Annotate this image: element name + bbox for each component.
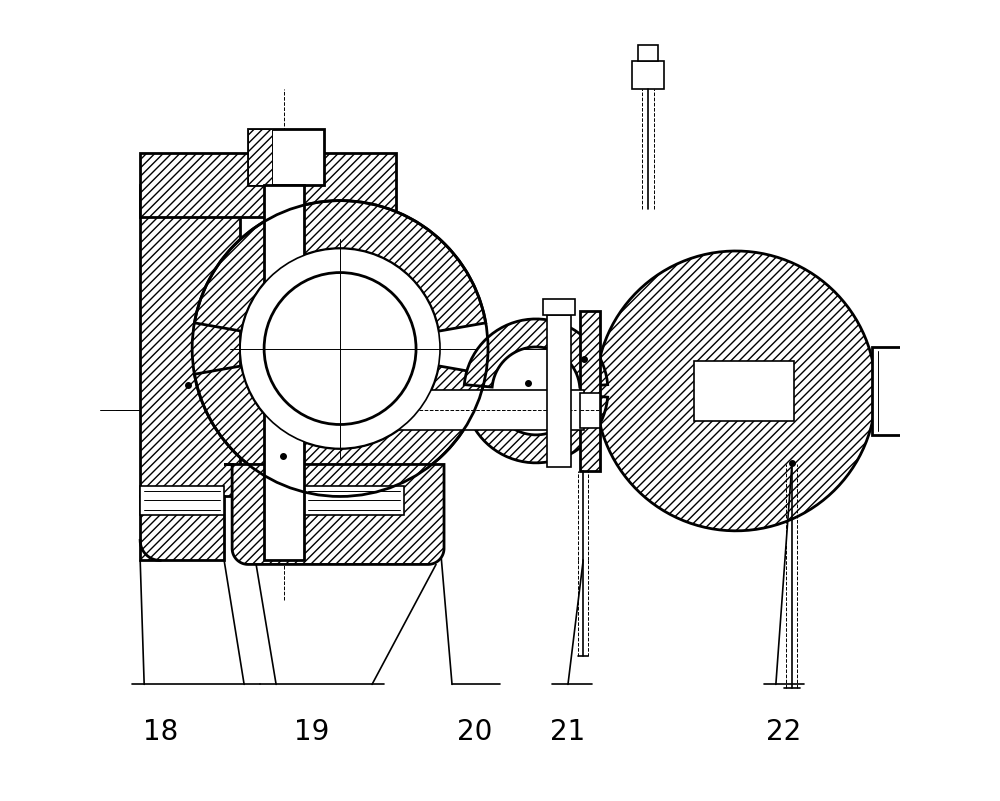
Polygon shape xyxy=(547,315,571,467)
Polygon shape xyxy=(248,129,272,184)
Polygon shape xyxy=(464,395,608,463)
Polygon shape xyxy=(304,486,404,515)
Polygon shape xyxy=(464,319,608,387)
Polygon shape xyxy=(596,251,876,531)
Polygon shape xyxy=(140,486,224,515)
Text: 21: 21 xyxy=(550,718,586,747)
Text: 20: 20 xyxy=(457,718,492,747)
Polygon shape xyxy=(872,347,920,435)
Polygon shape xyxy=(638,45,658,61)
Polygon shape xyxy=(308,390,584,430)
Polygon shape xyxy=(224,465,444,565)
Polygon shape xyxy=(264,184,304,561)
Circle shape xyxy=(264,272,416,425)
Polygon shape xyxy=(694,361,794,421)
Polygon shape xyxy=(580,311,600,471)
Polygon shape xyxy=(543,299,575,315)
Polygon shape xyxy=(194,366,486,497)
Polygon shape xyxy=(632,61,664,89)
Polygon shape xyxy=(140,497,224,561)
Text: 19: 19 xyxy=(294,718,330,747)
Text: 18: 18 xyxy=(143,718,178,747)
Polygon shape xyxy=(580,392,600,428)
Polygon shape xyxy=(140,184,240,497)
Polygon shape xyxy=(140,153,396,216)
Text: 22: 22 xyxy=(766,718,801,747)
Circle shape xyxy=(240,248,440,449)
Polygon shape xyxy=(248,129,324,184)
Polygon shape xyxy=(194,200,486,331)
